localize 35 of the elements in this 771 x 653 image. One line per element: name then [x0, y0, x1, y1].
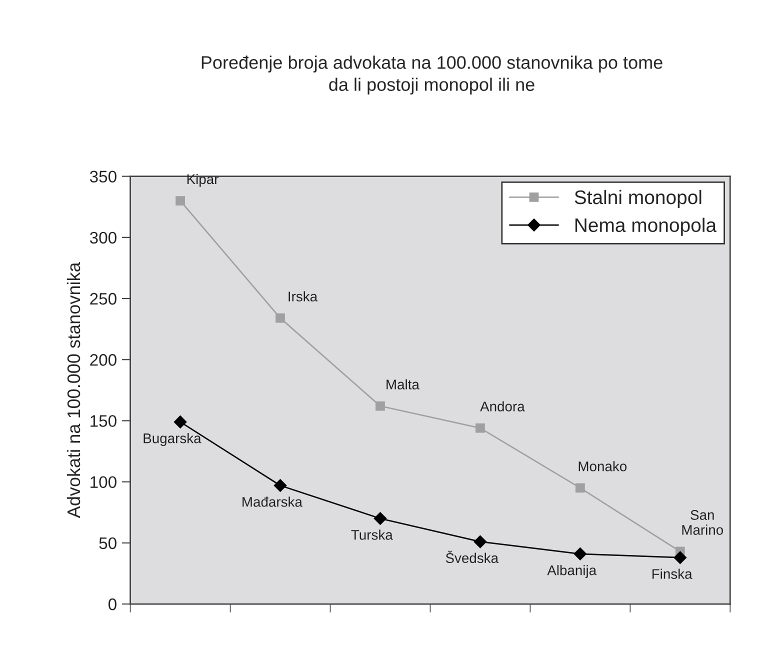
point	[674, 551, 687, 564]
point	[376, 401, 385, 411]
data-label: Bugarska	[144, 433, 202, 446]
data-label: San Marino	[682, 510, 724, 535]
y-tick-label: 100	[90, 476, 116, 488]
legend-label: Nema monopola	[575, 218, 717, 236]
point	[374, 512, 387, 525]
y-tick-label: 0	[108, 598, 116, 610]
legend-label: Stalni monopol	[574, 190, 702, 208]
data-label: Mađarska	[242, 496, 302, 507]
point	[176, 196, 185, 206]
y-tick-label: 200	[90, 354, 116, 366]
point	[174, 416, 187, 428]
point	[474, 535, 487, 548]
point	[574, 548, 587, 560]
data-label: Monako	[578, 461, 627, 472]
point	[476, 423, 485, 433]
y-tick-label: 250	[90, 292, 116, 305]
data-label: Kipar	[187, 174, 218, 187]
point	[274, 479, 287, 492]
data-label: Finska	[652, 568, 692, 579]
data-label: Irska	[288, 291, 318, 302]
data-label: Turska	[351, 530, 393, 540]
y-tick-label: 50	[99, 537, 116, 550]
data-label: Albanija	[547, 565, 597, 578]
data-label: Andora	[480, 401, 525, 412]
y-tick-label: 350	[90, 170, 116, 183]
point	[276, 313, 285, 323]
y-tick-label: 150	[90, 415, 116, 427]
y-tick-label: 300	[90, 232, 116, 244]
point	[575, 483, 585, 493]
data-label: Malta	[386, 379, 420, 390]
data-label: Švedska	[446, 550, 499, 564]
chart-title: Poređenje broja advokata na 100.000 stanovnika po tome da li postoji monopol ili ne	[202, 56, 662, 95]
y-axis-title: Advokati na 100.000 stanovnika	[66, 262, 80, 518]
